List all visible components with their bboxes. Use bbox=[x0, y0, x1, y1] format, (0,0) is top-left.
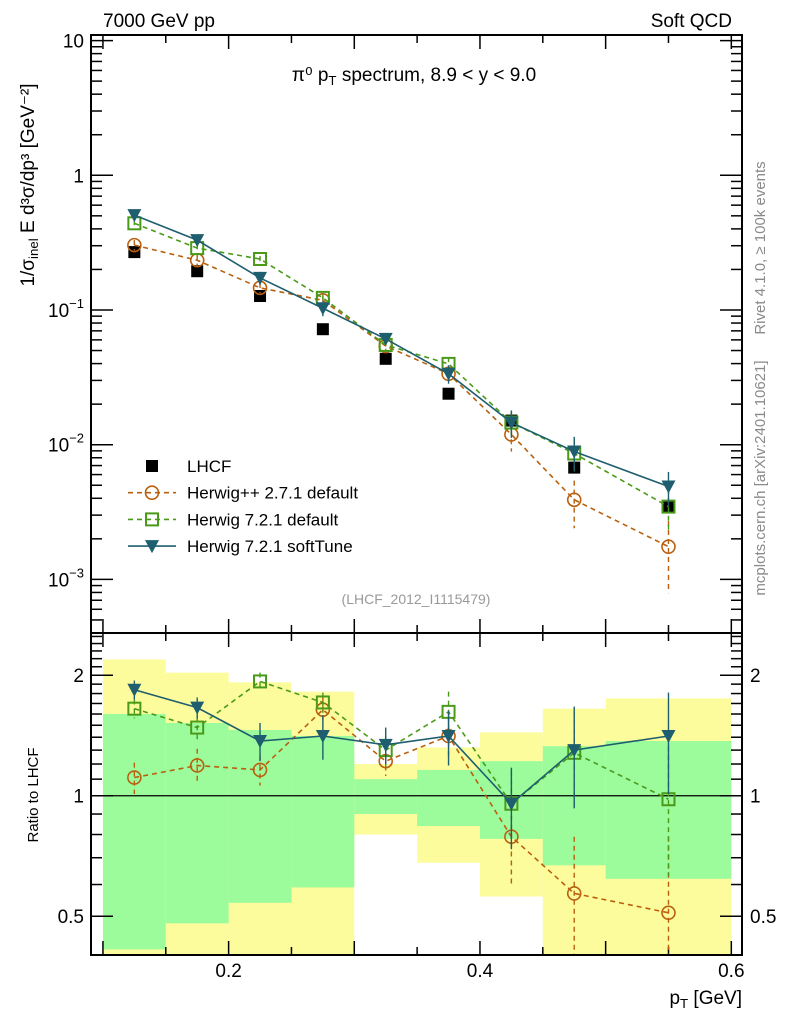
analysis-id: (LHCF_2012_I1115479) bbox=[342, 591, 491, 607]
label-text: [GeV] bbox=[688, 988, 742, 1009]
x-tick-label: 0.4 bbox=[467, 961, 494, 982]
plot-title: π⁰ pT spectrum, 8.9 < y < 9.0 bbox=[292, 65, 536, 88]
label-text: spectrum, 8.9 < y < 9.0 bbox=[337, 65, 537, 86]
ratio-point-hpp bbox=[566, 886, 582, 901]
label-subscript: inel bbox=[26, 238, 41, 259]
point-h7s bbox=[127, 209, 142, 223]
label-text: p bbox=[669, 988, 680, 1009]
point-h7 bbox=[253, 252, 268, 267]
axis-ticks: 10 1 10−1 10−2 10−3 2 2 1 1 0.5 0.5 0.2 0.4 0.6 bbox=[48, 32, 776, 982]
ratio-tick-label-right: 1 bbox=[750, 787, 761, 808]
ratio-bands bbox=[102, 659, 732, 955]
ratio-tick-label-right: 0.5 bbox=[750, 907, 776, 928]
point-lhcf bbox=[442, 387, 455, 400]
point-h7s bbox=[441, 367, 456, 381]
point-h7s bbox=[315, 302, 330, 316]
y-tick-label: 10−1 bbox=[48, 296, 84, 322]
point-hpp bbox=[661, 539, 676, 554]
band-1sigma bbox=[102, 714, 166, 950]
ratio-point-h7s bbox=[661, 729, 676, 743]
band-1sigma bbox=[165, 722, 229, 924]
ratio-point-h7s bbox=[315, 729, 330, 743]
point-h7s bbox=[190, 234, 205, 248]
band-1sigma bbox=[354, 779, 418, 815]
label-text: π⁰ p bbox=[292, 65, 329, 86]
x-tick-label: 0.2 bbox=[215, 961, 241, 982]
y-tick-label: 10−2 bbox=[48, 431, 84, 457]
ratio-point-h7s bbox=[378, 738, 393, 752]
legend-marker bbox=[145, 512, 159, 527]
ratio-point-h7s bbox=[441, 729, 456, 743]
lower-y-label: Ratio to LHCF bbox=[25, 747, 42, 842]
ratio-line-hpp bbox=[134, 708, 669, 914]
ratio-point-h7 bbox=[315, 695, 330, 710]
point-hpp bbox=[566, 492, 582, 508]
ratio-tick-label-left: 0.5 bbox=[58, 907, 84, 928]
label-text: 1/σ bbox=[18, 259, 39, 287]
label-subscript: T bbox=[680, 996, 688, 1011]
ratio-point-h7 bbox=[253, 674, 268, 689]
ratio-point-hpp bbox=[252, 762, 268, 778]
lower-frame bbox=[90, 632, 743, 956]
point-hpp bbox=[127, 237, 142, 253]
y-tick-exponent: −2 bbox=[69, 431, 84, 446]
data-marks bbox=[127, 209, 676, 955]
ratio-point-h7s bbox=[567, 744, 582, 758]
band-1sigma bbox=[417, 769, 480, 827]
legend-label: Herwig 7.2.1 softTune bbox=[187, 537, 353, 556]
label-subscript: T bbox=[328, 73, 336, 88]
ratio-tick-label-right: 2 bbox=[750, 666, 761, 687]
y-tick-label: 10 bbox=[63, 32, 84, 53]
rivet-version-text: Rivet 4.1.0, ≥ 100k events bbox=[752, 161, 769, 334]
legend-marker bbox=[144, 485, 160, 501]
point-lhcf bbox=[379, 352, 392, 365]
ratio-point-hpp bbox=[127, 770, 142, 785]
ratio-point-h7s bbox=[504, 797, 519, 811]
point-lhcf bbox=[191, 265, 204, 278]
ratio-tick-label-left: 2 bbox=[73, 666, 84, 687]
ratio-point-hpp bbox=[661, 905, 676, 921]
legend-label: Herwig 7.2.1 default bbox=[187, 510, 338, 529]
point-h7s bbox=[567, 445, 582, 459]
label-text: E d³σ/dp³ [GeV⁻²] bbox=[18, 83, 39, 238]
ratio-point-h7s bbox=[190, 701, 205, 715]
ratio-point-h7s bbox=[253, 734, 268, 748]
x-tick-label: 0.6 bbox=[718, 961, 744, 982]
point-h7s bbox=[504, 416, 519, 430]
upper-y-label: 1/σinel E d³σ/dp³ [GeV⁻²] bbox=[18, 83, 41, 286]
header-right: Soft QCD bbox=[651, 11, 732, 32]
x-axis-label: pT [GeV] bbox=[669, 988, 742, 1011]
point-h7s bbox=[253, 271, 268, 285]
band-1sigma bbox=[291, 735, 355, 888]
ratio-point-h7 bbox=[127, 701, 142, 716]
point-h7s bbox=[661, 480, 676, 494]
header-left: 7000 GeV pp bbox=[103, 11, 215, 32]
y-tick-exponent: −1 bbox=[69, 296, 84, 311]
legend-label: LHCF bbox=[187, 457, 231, 476]
mcplots-credit-text: mcplots.cern.ch [arXiv:2401.10621] bbox=[752, 360, 769, 595]
legend-marker bbox=[145, 540, 159, 554]
legend-marker bbox=[146, 460, 158, 472]
y-tick-exponent: −3 bbox=[69, 565, 84, 580]
ratio-point-h7 bbox=[190, 720, 205, 735]
y-tick-label: 10−3 bbox=[48, 565, 84, 591]
ratio-point-h7s bbox=[127, 683, 142, 697]
point-lhcf bbox=[316, 323, 329, 336]
point-h7s bbox=[378, 332, 393, 346]
y-tick-label: 1 bbox=[73, 166, 84, 187]
legend-label: Herwig++ 2.7.1 default bbox=[187, 484, 358, 503]
legend: LHCF Herwig++ 2.7.1 default Herwig 7.2.1 d… bbox=[128, 457, 358, 556]
ratio-point-hpp bbox=[189, 758, 205, 773]
ratio-tick-label-left: 1 bbox=[73, 787, 84, 808]
ratio-series-h7s bbox=[127, 680, 676, 850]
series-line-h7s bbox=[134, 214, 669, 488]
series-h7s bbox=[127, 209, 676, 507]
